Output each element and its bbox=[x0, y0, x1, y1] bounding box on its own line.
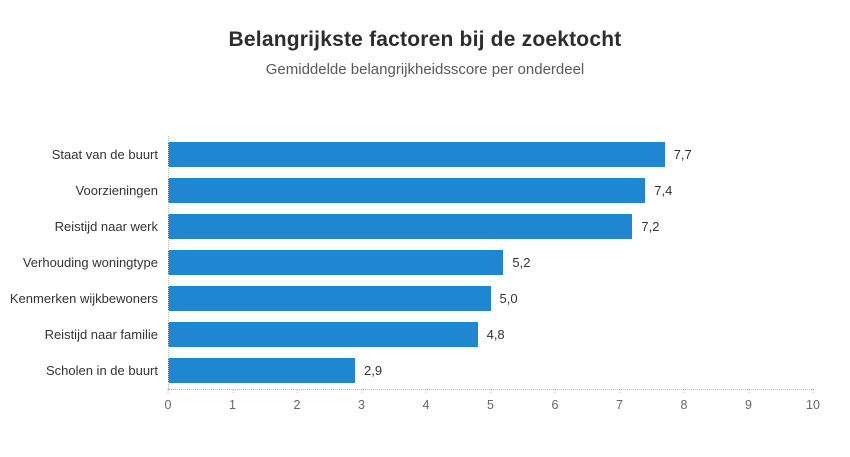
x-tick-mark bbox=[619, 389, 620, 393]
category-label: Reistijd naar werk bbox=[54, 218, 158, 234]
chart-title: Belangrijkste factoren bij de zoektocht bbox=[228, 28, 622, 51]
x-tick-label: 3 bbox=[358, 398, 365, 412]
value-label: 5,2 bbox=[512, 254, 531, 270]
bar-row: Kenmerken wijkbewoners 5,0 bbox=[0, 280, 850, 316]
category-label: Reistijd naar familie bbox=[44, 326, 158, 342]
x-tick-label: 5 bbox=[487, 398, 494, 412]
x-axis-line bbox=[168, 389, 814, 390]
value-label: 5,0 bbox=[499, 290, 518, 306]
x-tick-mark bbox=[748, 389, 749, 393]
x-tick-mark bbox=[554, 389, 556, 393]
bar-track: 5,0 bbox=[168, 280, 813, 316]
bar-track: 4,8 bbox=[168, 316, 813, 352]
plot-area: Staat van de buurt 7,7 Voorzieningen 7,4 Rei… bbox=[0, 136, 850, 426]
bar-row: Voorzieningen 7,4 bbox=[0, 172, 850, 208]
x-tick-mark bbox=[683, 389, 685, 393]
value-label: 7,4 bbox=[654, 182, 673, 198]
bar-row: Reistijd naar werk 7,2 bbox=[0, 208, 850, 244]
bar-row: Staat van de buurt 7,7 bbox=[0, 136, 850, 172]
bar-track: 5,2 bbox=[168, 244, 813, 280]
bar bbox=[168, 357, 356, 383]
category-label: Kenmerken wijkbewoners bbox=[9, 290, 158, 306]
bar bbox=[168, 141, 665, 167]
category-label: Verhouding woningtype bbox=[22, 254, 158, 270]
x-tick-label: 9 bbox=[745, 398, 752, 412]
bar bbox=[168, 177, 646, 203]
value-label: 7,7 bbox=[673, 146, 692, 162]
bar-track: 2,9 bbox=[168, 352, 813, 388]
bar-row: Scholen in de buurt 2,9 bbox=[0, 352, 850, 388]
x-tick-label: 4 bbox=[422, 398, 430, 412]
x-tick-mark bbox=[361, 389, 362, 393]
x-tick-mark bbox=[296, 389, 298, 393]
x-axis-ticks: 0 1 2 3 4 5 6 7 8 9 10 bbox=[164, 389, 820, 419]
x-tick-label: 0 bbox=[164, 398, 172, 412]
bar bbox=[168, 249, 504, 275]
bar bbox=[168, 321, 478, 347]
y-axis-line bbox=[168, 136, 169, 389]
bar bbox=[168, 213, 633, 239]
bar bbox=[168, 285, 491, 311]
value-label: 4,8 bbox=[486, 326, 505, 342]
x-tick-label: 1 bbox=[229, 398, 236, 412]
chart-subtitle: Gemiddelde belangrijkheidsscore per onde… bbox=[265, 61, 585, 78]
bar-row: Reistijd naar familie 4,8 bbox=[0, 316, 850, 352]
x-tick-label: 8 bbox=[680, 398, 688, 412]
x-tick-label: 2 bbox=[293, 398, 301, 412]
x-tick-mark bbox=[425, 389, 427, 393]
bar-rows: Staat van de buurt 7,7 Voorzieningen 7,4 Rei… bbox=[0, 136, 850, 388]
x-tick-label: 7 bbox=[616, 398, 623, 412]
value-label: 7,2 bbox=[641, 218, 660, 234]
value-label: 2,9 bbox=[364, 362, 383, 378]
category-label: Voorzieningen bbox=[75, 182, 158, 198]
bar-track: 7,4 bbox=[168, 172, 813, 208]
bar-track: 7,2 bbox=[168, 208, 813, 244]
x-tick-label: 6 bbox=[551, 398, 559, 412]
x-tick-label: 10 bbox=[806, 398, 820, 412]
x-tick-mark bbox=[490, 389, 491, 393]
x-tick-mark bbox=[812, 389, 814, 393]
bar-row: Verhouding woningtype 5,2 bbox=[0, 244, 850, 280]
category-label: Scholen in de buurt bbox=[45, 362, 158, 378]
x-tick-mark bbox=[232, 389, 233, 393]
bar-track: 7,7 bbox=[168, 136, 813, 172]
category-label: Staat van de buurt bbox=[51, 146, 158, 162]
x-tick-mark bbox=[167, 389, 169, 393]
